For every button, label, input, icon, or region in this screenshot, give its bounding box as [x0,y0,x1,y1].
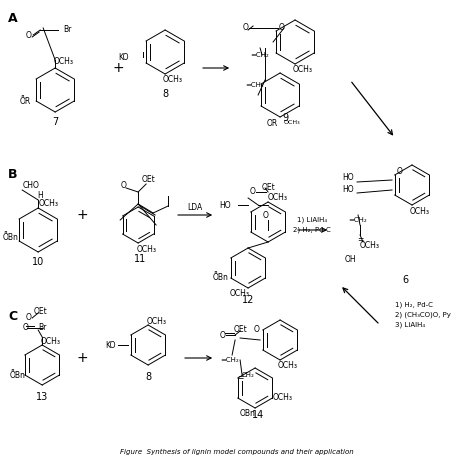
Text: OCH₃: OCH₃ [293,66,313,74]
Text: OBn: OBn [239,409,255,419]
Text: 13: 13 [36,392,48,402]
Text: HO: HO [342,174,354,183]
Text: ȪBn: ȪBn [9,370,25,380]
Text: 10: 10 [32,257,44,267]
Text: KO: KO [118,52,129,62]
Text: +: + [76,351,88,365]
Text: 7: 7 [52,117,58,127]
Text: O: O [120,181,126,190]
Text: OEt: OEt [33,308,47,317]
Text: C: C [8,310,18,323]
Text: OCH₃: OCH₃ [163,75,183,84]
Text: KO: KO [106,341,116,349]
Text: OEt: OEt [261,184,275,192]
Text: 2) H₂, Pd-C: 2) H₂, Pd-C [293,227,331,233]
Text: O: O [25,313,31,323]
Text: 1) H₂, Pd-C: 1) H₂, Pd-C [395,302,433,308]
Text: +: + [112,61,124,75]
Text: =CH₂: =CH₂ [251,52,269,58]
Text: OCH₃: OCH₃ [146,317,166,325]
Text: 1) LiAlH₄: 1) LiAlH₄ [297,217,327,223]
Text: ȪBn: ȪBn [2,234,18,242]
Text: Br: Br [63,26,72,34]
Text: CHO: CHO [22,180,39,190]
Text: O: O [397,167,403,175]
Text: 2) (CH₃CO)O, Py: 2) (CH₃CO)O, Py [395,312,451,318]
Text: OCH₃: OCH₃ [360,241,380,250]
Text: OEt: OEt [233,325,247,335]
Text: 14: 14 [252,410,264,420]
Text: =CH₂: =CH₂ [246,82,264,88]
Text: 3) LiAlH₄: 3) LiAlH₄ [395,322,425,328]
Text: OEt: OEt [141,175,155,185]
Text: OCH₃: OCH₃ [230,290,250,298]
Text: Br: Br [38,324,46,332]
Text: OCH₃: OCH₃ [273,393,293,403]
Text: O: O [219,330,225,340]
Text: LDA: LDA [188,202,203,212]
Text: HO: HO [342,185,354,195]
Text: OH: OH [344,256,356,264]
Text: O: O [25,30,31,39]
Text: HO: HO [219,201,231,209]
Text: OCH₃: OCH₃ [136,245,156,253]
Text: OCH₃: OCH₃ [53,57,73,67]
Text: =CH₂: =CH₂ [221,357,239,363]
Text: O: O [249,187,255,196]
Text: CH₂: CH₂ [242,372,255,378]
Text: 9: 9 [282,113,288,123]
Text: O: O [22,324,28,332]
Text: OCH₃: OCH₃ [38,200,58,208]
Text: O: O [278,23,284,33]
Text: OCH₃: OCH₃ [268,194,288,202]
Text: =CH₂: =CH₂ [349,217,367,223]
Text: OR: OR [266,118,278,128]
Text: Figure  Synthesis of lignin model compounds and their application: Figure Synthesis of lignin model compoun… [120,449,354,455]
Text: ȪR: ȪR [19,97,31,106]
Text: O: O [253,325,259,335]
Text: =: = [237,374,243,382]
Text: OCH₃: OCH₃ [284,121,301,125]
Text: 11: 11 [134,254,146,264]
Text: OCH₃: OCH₃ [40,336,60,346]
Text: +: + [76,208,88,222]
Text: B: B [8,168,18,181]
Text: ȪBn: ȪBn [212,274,228,282]
Text: =: = [357,235,363,245]
Text: OCH₃: OCH₃ [410,207,430,215]
Text: 8: 8 [145,372,151,382]
Text: O: O [262,211,268,219]
Text: 6: 6 [402,275,408,285]
Text: 12: 12 [242,295,254,305]
Text: OCH₃: OCH₃ [278,362,298,370]
Text: 8: 8 [162,89,168,99]
Text: A: A [8,12,18,25]
Text: H: H [37,190,43,200]
Text: O: O [242,23,248,33]
